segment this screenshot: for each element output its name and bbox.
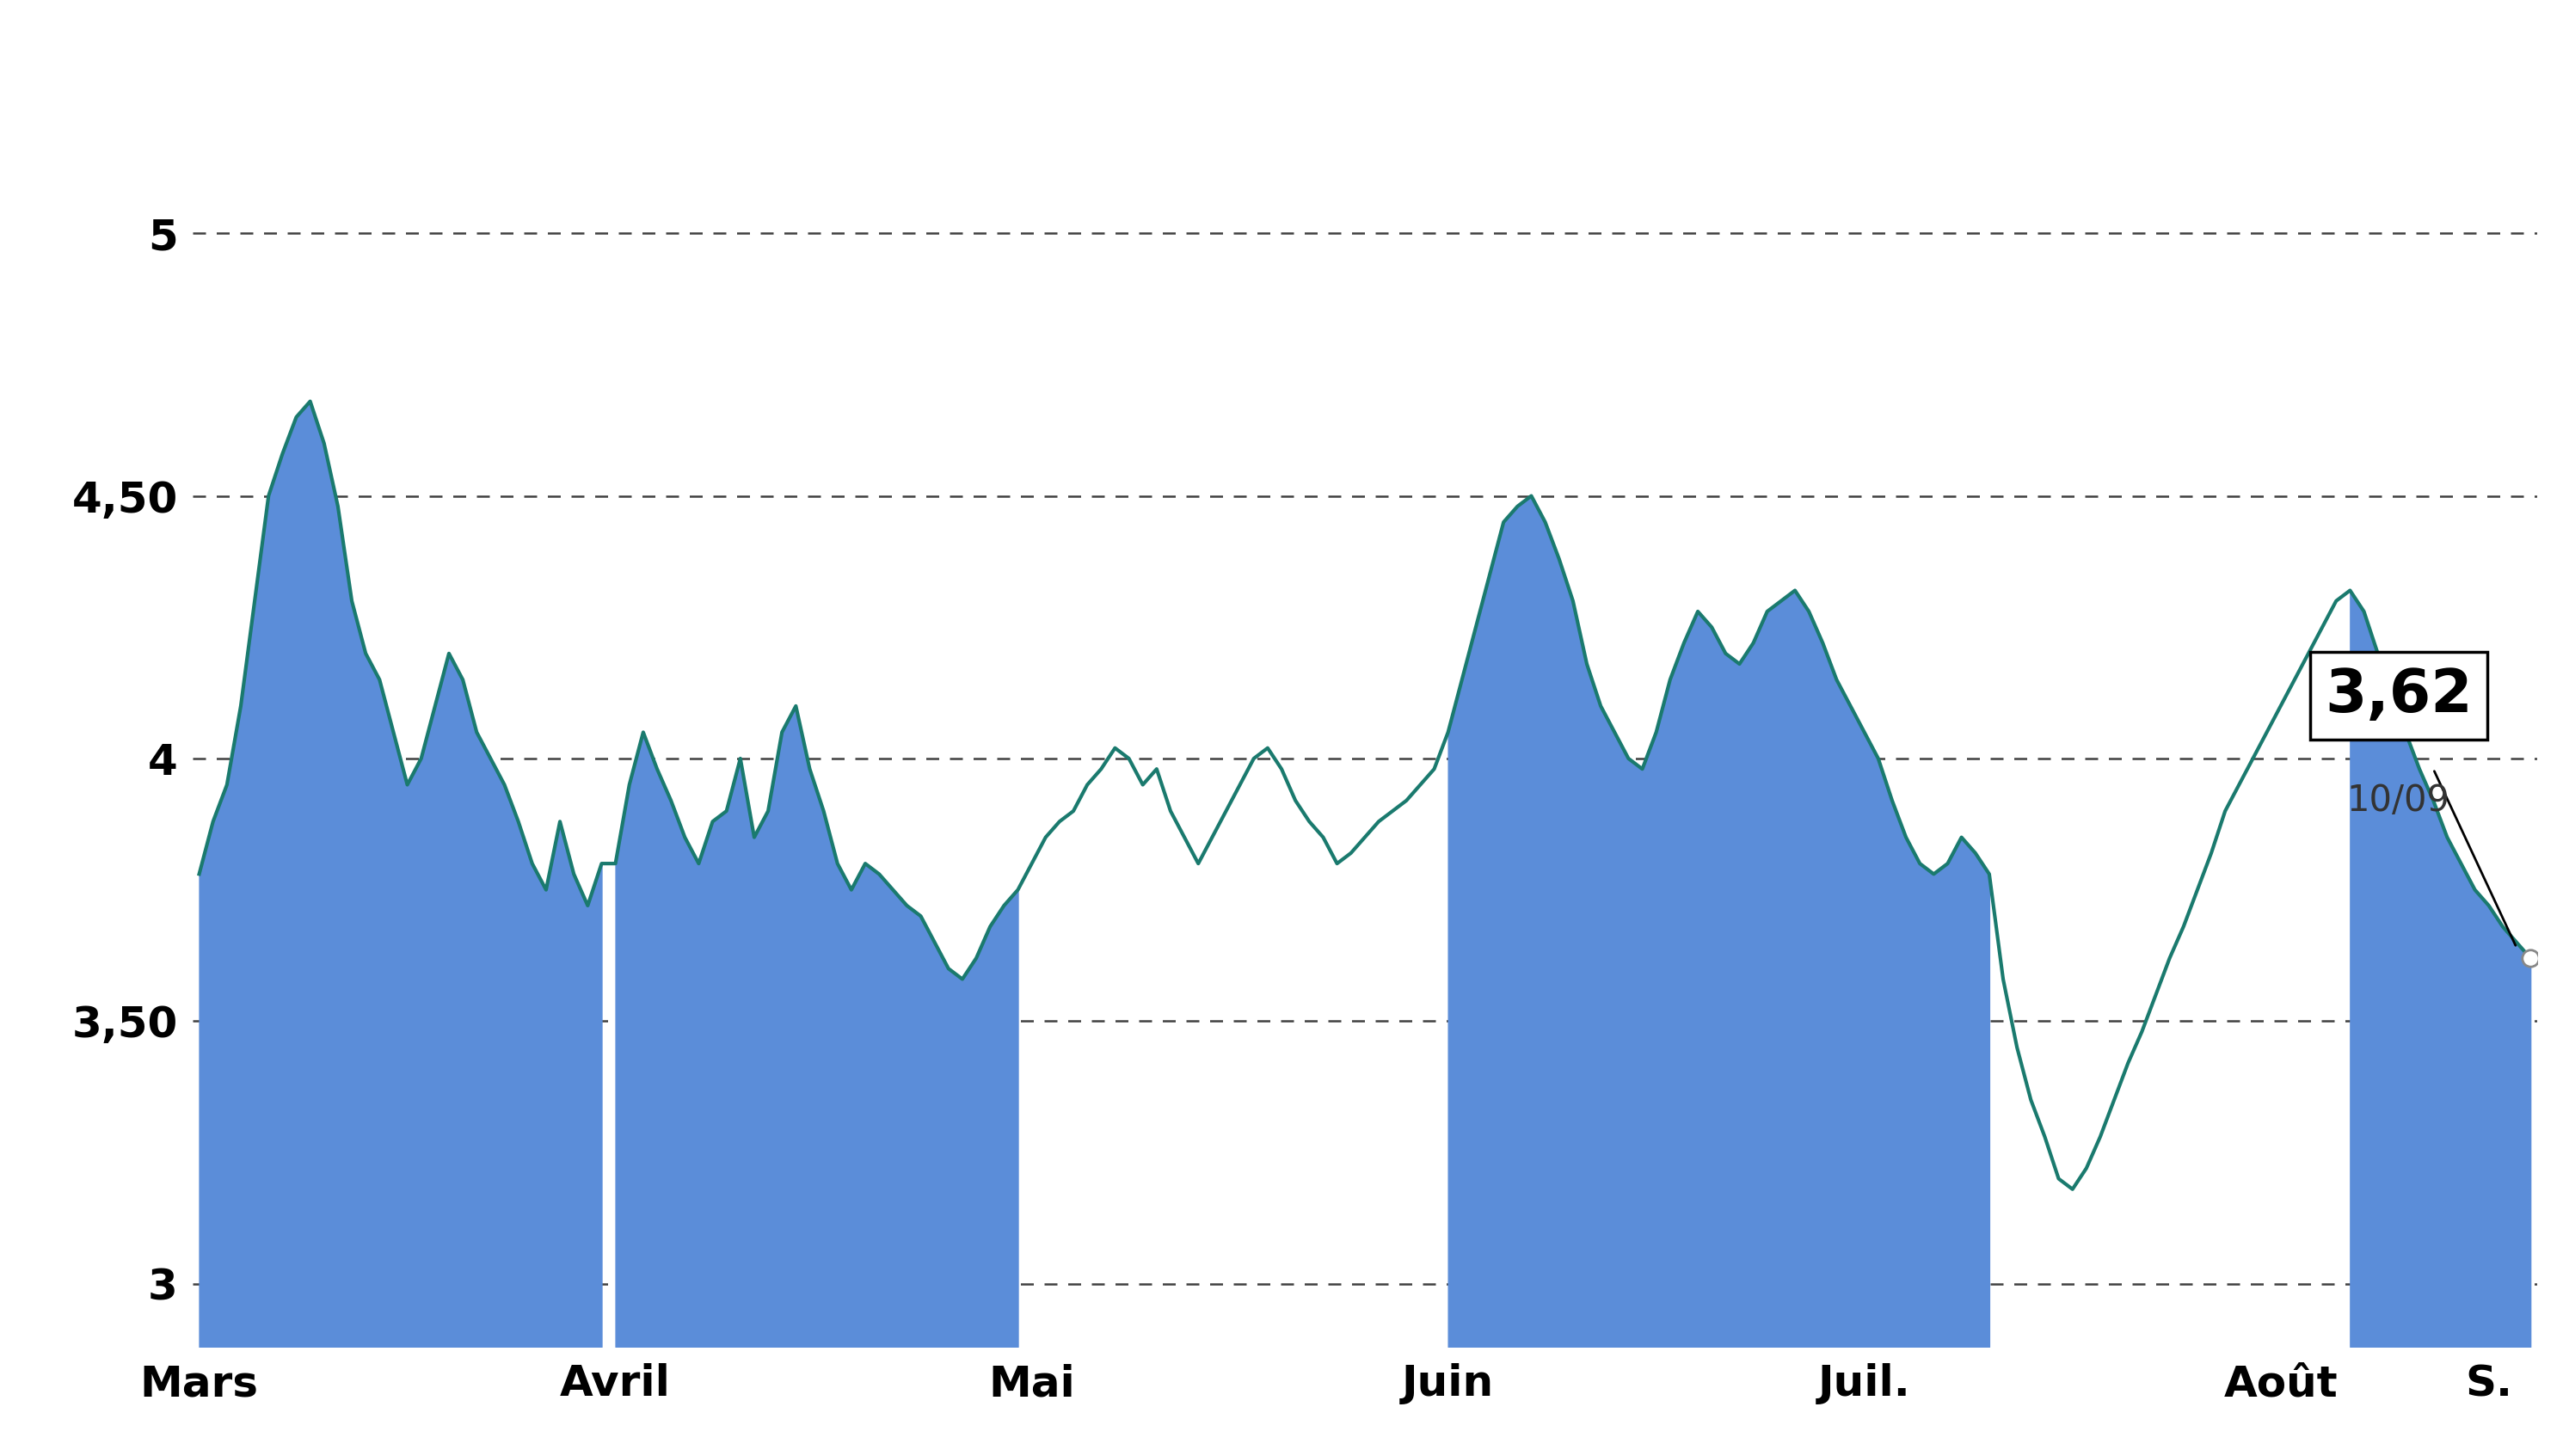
Text: Xenetic Biosciences, Inc.: Xenetic Biosciences, Inc. <box>677 19 1886 100</box>
Text: 10/09: 10/09 <box>2348 782 2450 818</box>
Text: 3,62: 3,62 <box>2325 667 2473 724</box>
